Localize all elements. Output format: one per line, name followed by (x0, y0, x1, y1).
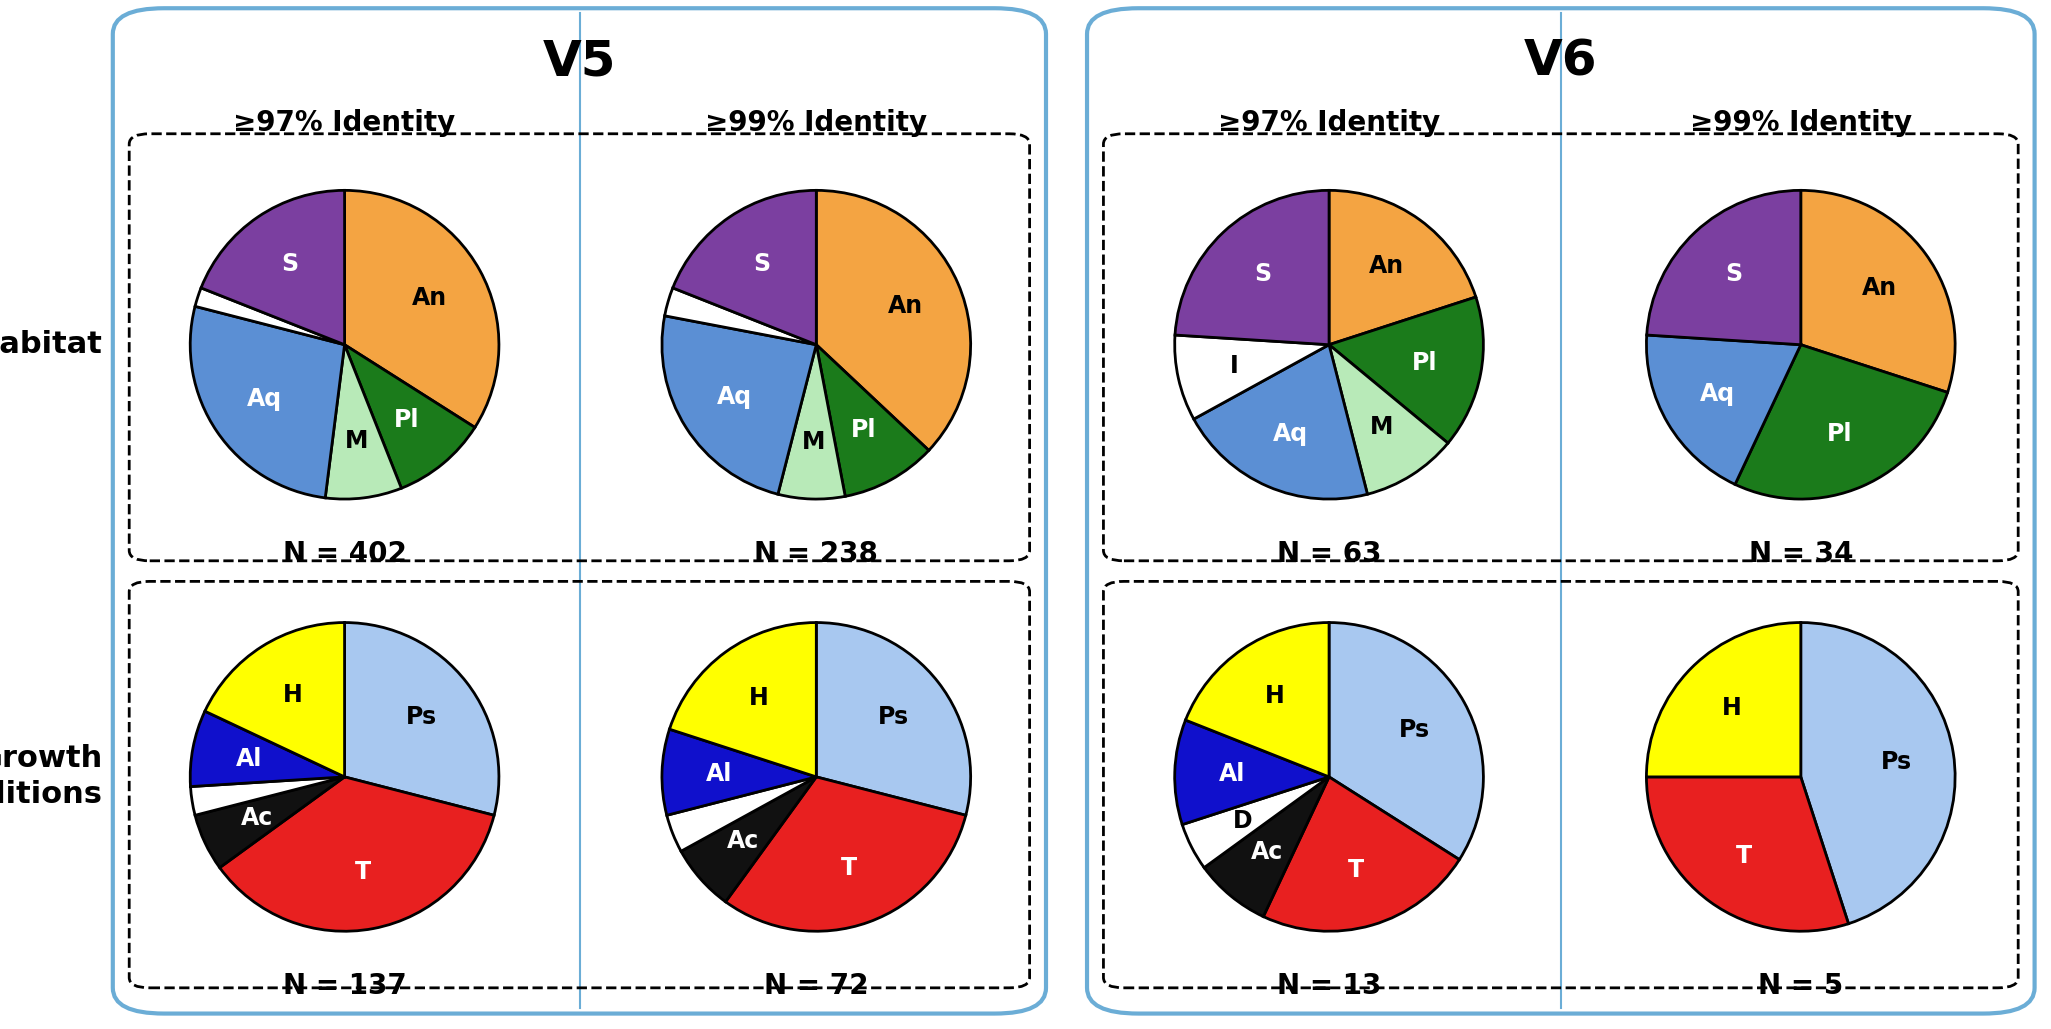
Text: ≥97% Identity: ≥97% Identity (1218, 109, 1440, 138)
Text: N = 238: N = 238 (755, 540, 878, 568)
Wedge shape (1735, 345, 1948, 499)
Text: N = 402: N = 402 (283, 540, 406, 568)
Wedge shape (345, 623, 498, 815)
Text: M: M (802, 430, 825, 454)
Wedge shape (816, 190, 970, 451)
Text: N = 72: N = 72 (765, 972, 868, 1000)
Text: N = 137: N = 137 (283, 972, 406, 1000)
Text: Pl: Pl (1411, 351, 1438, 375)
Text: H: H (1265, 684, 1284, 709)
Text: An: An (1862, 276, 1897, 299)
Wedge shape (191, 777, 345, 815)
Wedge shape (1185, 623, 1329, 777)
Wedge shape (1801, 190, 1955, 392)
Text: D: D (1233, 809, 1253, 833)
Text: ≥97% Identity: ≥97% Identity (234, 109, 455, 138)
Wedge shape (816, 623, 970, 815)
Text: M: M (1370, 415, 1393, 438)
Wedge shape (1175, 335, 1329, 419)
Text: Aq: Aq (1274, 422, 1309, 446)
Wedge shape (1329, 297, 1483, 443)
Wedge shape (662, 316, 816, 494)
Text: Aq: Aq (716, 385, 753, 409)
Wedge shape (1647, 623, 1801, 777)
Wedge shape (665, 288, 816, 345)
Text: T: T (841, 856, 857, 881)
Text: Pl: Pl (851, 418, 876, 441)
Text: ≥99% Identity: ≥99% Identity (706, 109, 927, 138)
Text: Aq: Aq (1700, 382, 1735, 406)
Text: N = 63: N = 63 (1278, 540, 1380, 568)
Text: Pl: Pl (1827, 422, 1852, 446)
Text: H: H (283, 683, 301, 707)
Text: Al: Al (1218, 761, 1245, 786)
Wedge shape (1181, 777, 1329, 867)
Wedge shape (1647, 335, 1801, 485)
Text: M: M (345, 429, 369, 453)
Text: Ps: Ps (406, 705, 437, 730)
Text: Ps: Ps (1399, 718, 1430, 742)
Wedge shape (345, 190, 498, 427)
Text: An: An (412, 286, 447, 310)
Wedge shape (201, 190, 345, 345)
Text: An: An (1368, 254, 1403, 278)
Text: T: T (355, 860, 371, 884)
Wedge shape (1194, 345, 1368, 499)
Wedge shape (673, 190, 816, 345)
Wedge shape (1329, 345, 1448, 494)
Text: Ps: Ps (1881, 750, 1912, 774)
Text: Habitat: Habitat (0, 330, 103, 359)
Wedge shape (667, 777, 816, 851)
Text: V5: V5 (544, 38, 615, 85)
Text: ≥99% Identity: ≥99% Identity (1690, 109, 1912, 138)
Text: An: An (888, 294, 923, 318)
Wedge shape (191, 711, 345, 786)
Text: T: T (1735, 844, 1752, 867)
Wedge shape (1204, 777, 1329, 917)
Wedge shape (195, 777, 345, 867)
Wedge shape (1647, 190, 1801, 345)
Wedge shape (1329, 623, 1483, 859)
Text: S: S (1253, 261, 1272, 286)
Wedge shape (345, 345, 476, 488)
Wedge shape (205, 623, 345, 777)
Wedge shape (195, 288, 345, 345)
Text: N = 5: N = 5 (1758, 972, 1844, 1000)
Text: H: H (749, 686, 769, 710)
Text: Al: Al (706, 761, 732, 786)
Wedge shape (726, 777, 966, 931)
Wedge shape (326, 345, 402, 499)
Text: T: T (1348, 858, 1364, 882)
Text: I: I (1231, 354, 1239, 378)
Wedge shape (816, 345, 929, 496)
Wedge shape (1175, 190, 1329, 345)
Wedge shape (1801, 623, 1955, 924)
Text: S: S (281, 252, 299, 277)
Wedge shape (777, 345, 845, 499)
Text: S: S (1725, 261, 1743, 286)
Text: H: H (1723, 697, 1741, 720)
Text: Ac: Ac (240, 807, 273, 830)
Text: Pl: Pl (394, 407, 418, 431)
Wedge shape (1647, 777, 1848, 931)
Text: V6: V6 (1524, 38, 1598, 85)
Text: Ps: Ps (878, 705, 909, 730)
Text: Al: Al (236, 747, 263, 771)
Wedge shape (1175, 720, 1329, 824)
Wedge shape (219, 777, 494, 931)
Wedge shape (669, 623, 816, 777)
Text: Ac: Ac (1251, 840, 1284, 863)
Text: Ac: Ac (728, 829, 759, 853)
Text: N = 34: N = 34 (1750, 540, 1852, 568)
Text: Growth
Conditions: Growth Conditions (0, 744, 103, 810)
Text: S: S (753, 252, 771, 277)
Wedge shape (662, 730, 816, 815)
Wedge shape (191, 307, 345, 498)
Text: N = 13: N = 13 (1278, 972, 1380, 1000)
Text: Aq: Aq (246, 387, 281, 412)
Wedge shape (681, 777, 816, 901)
Wedge shape (1263, 777, 1460, 931)
Wedge shape (1329, 190, 1477, 345)
